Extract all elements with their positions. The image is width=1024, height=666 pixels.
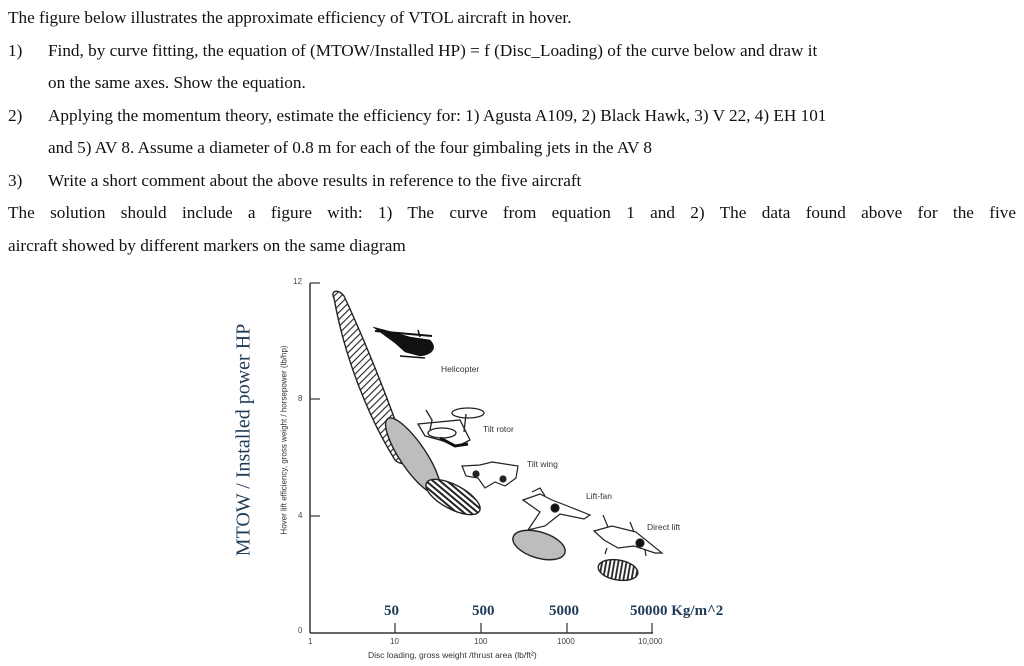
direct-lift-region	[597, 558, 639, 582]
tilt-wing-icon	[461, 461, 519, 489]
axes	[309, 282, 653, 634]
x-axis-label: Disc loading, gross weight /thrust area …	[368, 650, 537, 660]
item-2-number: 2)	[8, 105, 23, 125]
metric-tick-50: 50	[384, 603, 399, 619]
item-1-line-2: on the same axes. Show the equation.	[8, 67, 1016, 100]
x-tick-1000: 1000	[557, 637, 575, 646]
lift-fan-icon	[521, 487, 592, 531]
y-tick-0: 0	[298, 626, 303, 635]
solution-line-1: The solution should include a figure wit…	[8, 203, 1016, 222]
y-tick-8: 8	[298, 394, 303, 403]
helicopter-icon	[372, 326, 434, 359]
direct-lift-icon	[592, 514, 664, 557]
item-1-text-cont: on the same axes. Show the equation.	[48, 73, 306, 92]
item-2-line-2: and 5) AV 8. Assume a diameter of 0.8 m …	[8, 132, 1016, 165]
lift-fan-region	[512, 529, 566, 561]
label-direct-lift: Direct lift	[647, 522, 681, 532]
item-3-line-1: 3) Write a short comment about the above…	[8, 165, 1016, 198]
x-tick-100: 100	[474, 637, 488, 646]
label-tilt-rotor: Tilt rotor	[483, 424, 514, 434]
label-tilt-wing: Tilt wing	[527, 459, 558, 469]
y-tick-4: 4	[298, 511, 303, 520]
metric-tick-500: 500	[472, 603, 495, 619]
item-2-text-cont: and 5) AV 8. Assume a diameter of 0.8 m …	[48, 138, 653, 157]
item-1-number: 1)	[8, 40, 23, 60]
y-tick-12: 12	[293, 277, 302, 286]
metric-tick-5000: 5000	[549, 603, 579, 619]
item-3-number: 3)	[8, 170, 23, 190]
problem-text: The figure below illustrates the approxi…	[8, 2, 1016, 262]
item-1-line-1: 1) Find, by curve fitting, the equation …	[8, 35, 1016, 68]
label-lift-fan: Lift-fan	[586, 491, 612, 501]
item-2-line-1: 2) Applying the momentum theory, estimat…	[8, 100, 1016, 133]
metric-tick-50000: 50000 Kg/m^2	[630, 603, 724, 619]
item-3-text: Write a short comment about the above re…	[48, 170, 582, 190]
x-tick-1: 1	[308, 637, 313, 646]
solution-line-2: aircraft showed by different markers on …	[8, 235, 406, 255]
intro-text: The figure below illustrates the approxi…	[8, 8, 572, 27]
label-helicopter: Helicopter	[441, 364, 480, 374]
x-tick-10: 10	[390, 637, 399, 646]
item-1-text: Find, by curve fitting, the equation of …	[48, 40, 818, 60]
x-tick-10000: 10,000	[638, 637, 663, 646]
tilt-wing-region	[425, 478, 481, 516]
tilt-rotor-icon	[416, 407, 485, 448]
item-2-text: Applying the momentum theory, estimate t…	[48, 105, 827, 125]
intro-line: The figure below illustrates the approxi…	[8, 2, 1016, 35]
